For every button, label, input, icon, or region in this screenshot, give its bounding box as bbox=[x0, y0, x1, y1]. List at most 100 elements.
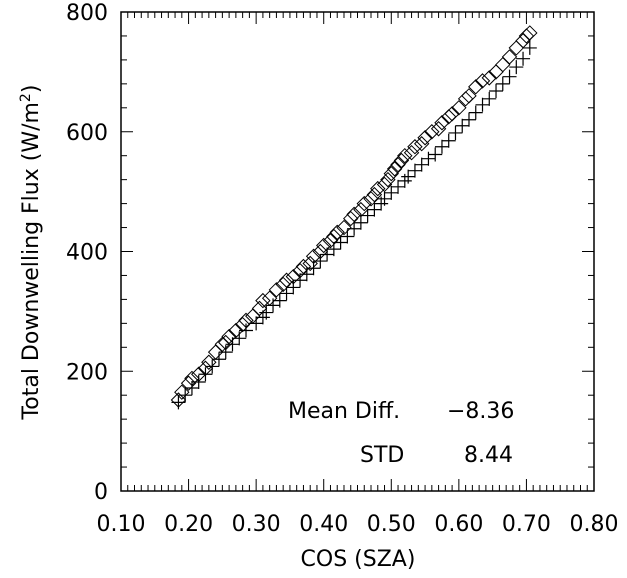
diamond-point bbox=[468, 79, 484, 95]
diamond-point bbox=[346, 206, 362, 223]
plus-point bbox=[191, 375, 206, 390]
mean-diff-value: −8.36 bbox=[447, 399, 514, 424]
diamond-point bbox=[180, 375, 197, 391]
plus-point bbox=[401, 169, 416, 184]
diamond-point bbox=[488, 64, 504, 80]
plus-point bbox=[509, 60, 524, 75]
diamond-point bbox=[390, 156, 406, 173]
plus-point bbox=[272, 293, 287, 308]
diamond-point bbox=[522, 25, 538, 41]
diamond-point bbox=[316, 237, 332, 254]
diamond-point bbox=[366, 186, 383, 203]
x-tick-label: 0.10 bbox=[97, 512, 146, 537]
x-tick-label: 0.70 bbox=[502, 512, 551, 537]
x-tick-label: 0.60 bbox=[434, 512, 483, 537]
diamond-point bbox=[356, 195, 372, 212]
diamond-point bbox=[376, 176, 393, 193]
diamond-point bbox=[234, 316, 251, 333]
diamond-point bbox=[495, 56, 511, 73]
plus-point bbox=[184, 381, 199, 396]
y-axis-title-suffix: ) bbox=[19, 85, 44, 94]
diamond-point bbox=[370, 180, 386, 197]
diamond-point bbox=[255, 292, 271, 309]
plus-point bbox=[286, 280, 301, 295]
plus-point bbox=[333, 235, 348, 250]
x-tick-label: 0.50 bbox=[367, 512, 416, 537]
diamond-point bbox=[268, 282, 285, 298]
plus-point bbox=[407, 163, 422, 178]
diamond-point bbox=[403, 144, 420, 161]
plus-point bbox=[461, 112, 476, 127]
x-axis-title: COS (SZA) bbox=[301, 547, 416, 572]
diamond-point bbox=[474, 73, 491, 89]
plus-point bbox=[239, 323, 254, 338]
diamond-point bbox=[393, 152, 410, 169]
plus-point bbox=[198, 367, 213, 382]
plus-point bbox=[299, 267, 314, 282]
diamond-point bbox=[444, 106, 460, 122]
diamond-point bbox=[518, 28, 535, 44]
diamond-point bbox=[251, 300, 268, 317]
plus-point bbox=[522, 40, 537, 55]
x-axis-tick-labels: 0.10 0.20 0.30 0.40 0.50 0.60 0.70 0.80 bbox=[97, 512, 619, 537]
diamond-point bbox=[275, 276, 291, 293]
y-tick-label: 200 bbox=[66, 360, 108, 385]
plus-point bbox=[468, 105, 483, 120]
diamond-point bbox=[501, 49, 518, 65]
diamond-point bbox=[322, 233, 339, 249]
diamond-point bbox=[434, 115, 450, 131]
y-tick-label: 800 bbox=[66, 1, 108, 26]
plus-point bbox=[225, 337, 240, 352]
diamond-point bbox=[457, 91, 474, 107]
diamond-point bbox=[228, 322, 244, 339]
diamond-point bbox=[430, 121, 447, 137]
plus-point bbox=[205, 359, 220, 374]
plus-point bbox=[391, 179, 406, 194]
plus-point bbox=[421, 151, 436, 166]
diamond-point bbox=[295, 258, 312, 275]
diamond-point bbox=[221, 328, 237, 345]
plus-point bbox=[313, 254, 328, 269]
diamond-point bbox=[343, 210, 359, 227]
y-axis-title-prefix: Total Downwelling Flux (W/m bbox=[19, 102, 44, 420]
diamond-point bbox=[397, 147, 413, 164]
data-points bbox=[170, 25, 538, 410]
plus-point bbox=[232, 331, 247, 346]
plus-point bbox=[211, 352, 226, 367]
diamond-point bbox=[461, 88, 477, 104]
diamond-point bbox=[441, 109, 457, 125]
std-label: STD bbox=[360, 443, 404, 468]
plus-point bbox=[414, 157, 429, 172]
plus-point bbox=[360, 208, 375, 223]
x-tick-label: 0.20 bbox=[164, 512, 213, 537]
plus-point bbox=[178, 388, 193, 403]
diamond-point bbox=[336, 219, 352, 236]
plus-point bbox=[326, 242, 341, 257]
diamond-point bbox=[451, 100, 467, 116]
plus-point bbox=[516, 51, 531, 66]
y-tick-label: 400 bbox=[66, 241, 108, 266]
plus-point bbox=[249, 316, 264, 331]
diamond-point bbox=[329, 224, 345, 241]
plus-point bbox=[482, 91, 497, 106]
diamond-point bbox=[417, 130, 433, 146]
plus-point bbox=[259, 305, 274, 320]
plus-point bbox=[347, 221, 362, 236]
diamond-point bbox=[363, 191, 379, 207]
plot-frame bbox=[120, 11, 595, 492]
diamond-point bbox=[407, 139, 423, 155]
plus-point bbox=[353, 215, 368, 230]
diamond-point bbox=[383, 165, 399, 182]
plus-point bbox=[502, 69, 517, 84]
plus-point bbox=[367, 202, 382, 217]
diamond-point bbox=[508, 40, 524, 56]
plus-point bbox=[320, 247, 335, 262]
diamond-point bbox=[481, 70, 497, 86]
diamond-point bbox=[413, 136, 430, 152]
plus-point bbox=[293, 273, 308, 288]
plus-point bbox=[384, 185, 399, 200]
plus-point bbox=[306, 261, 321, 276]
plus-point bbox=[448, 125, 463, 140]
diamond-point bbox=[424, 124, 440, 140]
